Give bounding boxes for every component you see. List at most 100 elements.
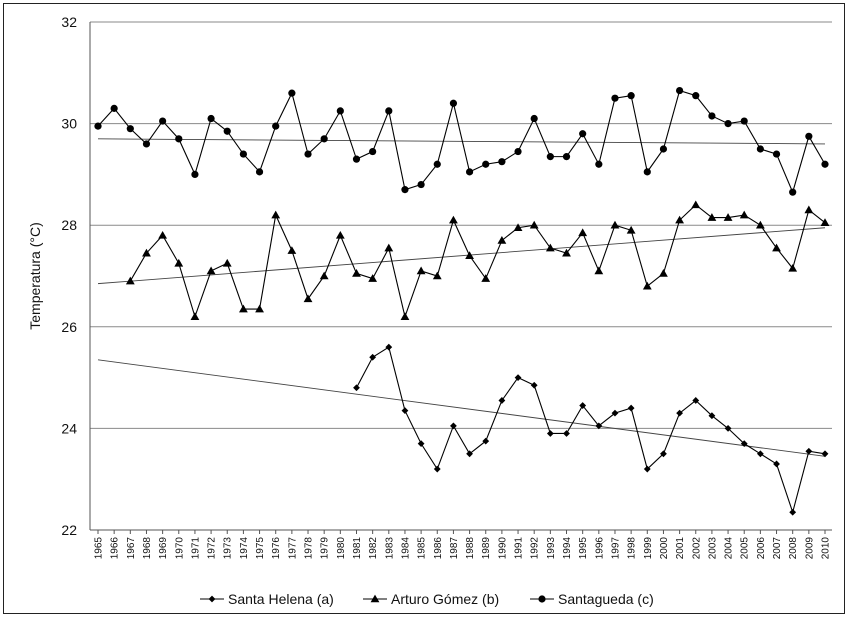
data-point: [336, 107, 344, 115]
y-axis-ticks: 22 24 26 28 30 32: [61, 14, 77, 538]
trend-line-0: [97, 359, 826, 457]
data-point: [660, 450, 667, 458]
x-axis-ticks: 1965 1966 1967 1968 1969 1970 1971 1972 1973 1974…: [94, 530, 832, 559]
data-point: [805, 447, 813, 455]
legend-item-1: Arturo Gómez (b): [363, 591, 499, 607]
data-point: [142, 248, 151, 257]
data-point: [627, 404, 635, 412]
x-tick-label: 2006: [756, 537, 767, 560]
x-tick-label: 1967: [126, 537, 137, 560]
x-tick-label: 1994: [562, 537, 573, 560]
data-point: [319, 271, 329, 280]
data-point: [450, 422, 457, 430]
data-point: [739, 210, 749, 219]
x-tick-label: 2000: [659, 537, 670, 560]
legend-label: Santagueda (c): [558, 591, 654, 607]
x-tick-label: 2008: [788, 537, 799, 560]
y-tick-label: 30: [61, 116, 77, 132]
data-point: [239, 150, 247, 158]
data-point: [514, 374, 522, 381]
series-line: [97, 89, 826, 194]
data-point: [433, 160, 441, 168]
legend-label: Santa Helena (a): [228, 591, 334, 607]
data-point: [578, 228, 588, 237]
data-point: [595, 422, 603, 430]
x-tick-label: 1999: [643, 537, 654, 560]
data-point: [529, 220, 539, 229]
data-point: [271, 210, 281, 219]
data-point: [190, 312, 200, 320]
data-point: [126, 125, 134, 133]
data-point: [643, 168, 651, 176]
data-point: [497, 236, 507, 244]
data-point: [482, 437, 490, 445]
trend-line-2: [97, 138, 826, 145]
y-tick-label: 32: [61, 14, 77, 30]
x-tick-label: 1990: [497, 537, 508, 560]
data-point: [287, 246, 297, 254]
trend-lines: [97, 138, 826, 457]
data-point: [708, 112, 716, 120]
data-point: [820, 218, 830, 226]
data-point: [821, 450, 829, 458]
data-point: [158, 230, 168, 239]
data-point: [724, 120, 732, 128]
data-point: [239, 304, 248, 313]
x-tick-label: 1976: [271, 537, 282, 560]
data-point: [465, 251, 474, 259]
data-point: [821, 160, 829, 168]
data-point: [676, 86, 684, 95]
trend-line-1: [97, 227, 826, 285]
x-tick-label: 2007: [772, 537, 783, 560]
data-point: [675, 215, 684, 224]
data-point: [142, 140, 151, 148]
x-tick-label: 1972: [207, 537, 218, 560]
data-point: [498, 397, 506, 404]
data-point: [659, 145, 668, 153]
data-point: [207, 114, 215, 123]
x-tick-label: 1992: [530, 537, 541, 560]
data-point: [384, 243, 394, 252]
data-point: [789, 508, 797, 516]
legend-marker: [538, 595, 546, 603]
x-tick-label: 1998: [627, 537, 638, 560]
data-point: [449, 215, 458, 224]
data-point: [466, 450, 473, 458]
data-point: [433, 465, 441, 473]
data-point: [417, 440, 425, 448]
data-point: [772, 243, 781, 252]
x-tick-label: 1988: [465, 537, 476, 560]
data-point: [401, 186, 409, 194]
data-point: [691, 200, 701, 209]
data-point: [546, 153, 554, 161]
data-point: [335, 230, 345, 239]
y-tick-label: 26: [61, 319, 77, 335]
data-point: [304, 150, 312, 158]
series-1: [125, 200, 830, 320]
data-point: [369, 147, 377, 156]
chart-frame: [3, 3, 845, 614]
legend-marker: [370, 594, 380, 603]
data-point: [595, 160, 603, 168]
data-point: [756, 450, 764, 458]
data-point: [545, 243, 555, 252]
x-tick-label: 1983: [384, 537, 395, 560]
legend-label: Arturo Gómez (b): [391, 591, 499, 607]
data-point: [255, 304, 264, 313]
series-line: [356, 346, 826, 515]
x-tick-label: 1996: [594, 537, 605, 560]
data-point: [692, 92, 700, 100]
legend: Santa Helena (a) Arturo Gómez (b) Santague…: [200, 591, 654, 607]
x-tick-label: 1973: [223, 537, 234, 560]
data-point: [724, 425, 732, 432]
data-point: [755, 220, 765, 229]
x-tick-label: 2002: [691, 537, 702, 560]
data-point: [773, 460, 780, 468]
x-tick-label: 1969: [158, 537, 169, 560]
data-point: [756, 145, 764, 153]
x-tick-label: 1978: [304, 537, 315, 560]
x-tick-label: 1986: [433, 537, 444, 560]
data-point: [659, 269, 668, 277]
x-tick-label: 1985: [417, 537, 428, 560]
x-tick-label: 2010: [821, 537, 832, 560]
